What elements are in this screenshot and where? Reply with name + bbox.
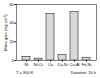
svg-text:Cu: Cu [48,62,53,67]
svg-text:Fe-Ni: Fe-Ni [82,62,92,67]
svg-text:Ni-Cr: Ni-Cr [34,62,44,67]
svg-text:Ni: Ni [25,62,29,67]
svg-text:Mass gain (mg cm⁻²): Mass gain (mg cm⁻²) [3,14,8,51]
svg-text:Cu-Ni: Cu-Ni [57,62,67,67]
svg-text:40: 40 [10,20,15,25]
svg-text:60: 60 [10,2,15,7]
svg-text:0: 0 [12,58,15,63]
html-text:Duration: 10 h: Duration: 10 h [70,70,96,75]
html-text:T = 900 K: T = 900 K [16,70,34,75]
svg-text:Cu-Al: Cu-Al [69,62,79,67]
svg-text:20: 20 [10,39,15,44]
